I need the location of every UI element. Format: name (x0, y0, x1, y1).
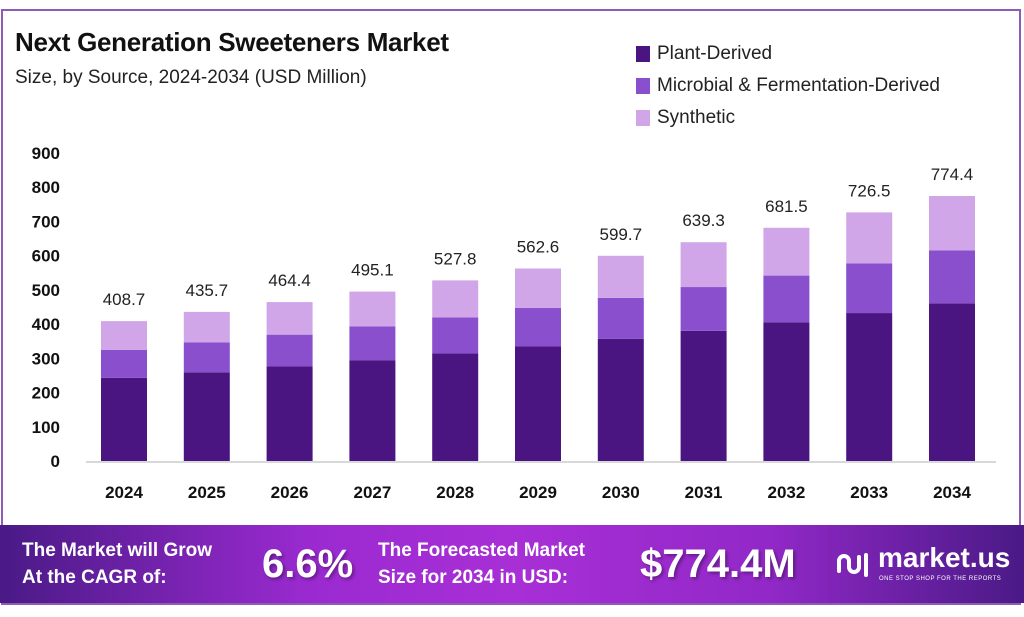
total-label: 435.7 (186, 281, 229, 300)
legend: Plant-Derived Microbial & Fermentation-D… (636, 38, 940, 134)
bar-segment (846, 313, 893, 461)
forecast-label: The Forecasted Market Size for 2034 in U… (378, 537, 585, 591)
x-tick-label: 2027 (353, 483, 391, 502)
bar-segment (183, 342, 230, 373)
bar-segment (929, 195, 975, 251)
legend-label: Microbial & Fermentation-Derived (657, 75, 940, 96)
total-label: 681.5 (765, 197, 808, 216)
bar-segment (846, 212, 893, 264)
total-label: 408.7 (103, 290, 146, 309)
legend-item-microbial: Microbial & Fermentation-Derived (636, 70, 940, 102)
chart-frame (1, 9, 1021, 605)
bar-segment (101, 321, 147, 350)
cagr-label-line: At the CAGR of: (22, 567, 167, 588)
bar-segment (101, 349, 147, 378)
bar-segment (432, 353, 479, 461)
bar-segment (680, 242, 727, 288)
bar-segment (597, 255, 644, 298)
total-label: 495.1 (351, 261, 394, 280)
bar-segment (763, 322, 810, 461)
logo-tagline: ONE STOP SHOP FOR THE REPORTS (879, 576, 1002, 582)
bar-segment (266, 302, 313, 335)
legend-item-synthetic: Synthetic (636, 102, 940, 134)
logo-name: market.us (878, 542, 1011, 573)
bar-segment (515, 346, 561, 461)
bar-segment (349, 291, 396, 327)
legend-label: Synthetic (657, 107, 736, 128)
bar-segment (515, 268, 561, 308)
total-label: 527.8 (434, 249, 477, 268)
bar-segment (929, 250, 975, 304)
total-label: 774.4 (931, 165, 974, 184)
x-tick-label: 2029 (519, 483, 557, 502)
cagr-value: 6.6% (262, 542, 354, 586)
x-tick-label: 2034 (933, 483, 971, 502)
y-tick-label: 400 (32, 315, 60, 334)
chart-subtitle: Size, by Source, 2024-2034 (USD Million) (15, 67, 367, 88)
x-tick-label: 2024 (105, 483, 143, 502)
total-label: 562.6 (517, 237, 560, 256)
bar-chart: 0 100 200 300 400 500 600 700 800 900 408.7 2024 435… (32, 144, 996, 502)
bar-segment (680, 287, 727, 331)
y-tick-label: 300 (32, 349, 60, 368)
bar-segment (101, 377, 147, 461)
x-tick-label: 2026 (271, 483, 309, 502)
legend-label: Plant-Derived (657, 43, 773, 64)
x-tick-label: 2031 (685, 483, 723, 502)
y-tick-label: 0 (51, 452, 60, 471)
bar-segment (266, 334, 313, 367)
legend-swatch (636, 110, 650, 126)
forecast-value: $774.4M (640, 542, 796, 586)
legend-item-plant: Plant-Derived (636, 38, 940, 70)
y-tick-label: 800 (32, 178, 60, 197)
bar-segment (349, 326, 396, 361)
y-tick-label: 900 (32, 144, 60, 163)
total-label: 599.7 (600, 225, 643, 244)
total-label: 726.5 (848, 181, 891, 200)
y-tick-label: 500 (32, 281, 60, 300)
y-tick-label: 700 (32, 212, 60, 231)
x-tick-label: 2033 (850, 483, 888, 502)
logo-mark-icon (837, 553, 868, 577)
bar-segment (432, 317, 479, 354)
bar-segment (515, 307, 561, 347)
bar-segment (183, 372, 230, 461)
bar-segment (349, 360, 396, 461)
bar-segment (763, 227, 810, 276)
y-tick-label: 200 (32, 384, 60, 403)
bar-segment (432, 280, 479, 318)
forecast-label-line: Size for 2034 in USD: (378, 567, 569, 588)
cagr-label: The Market will Grow At the CAGR of: (22, 537, 212, 591)
cagr-label-line: The Market will Grow (22, 540, 213, 561)
bar-segment (597, 338, 644, 461)
bar-segment (597, 297, 644, 339)
bar-segment (846, 263, 893, 314)
chart-title: Next Generation Sweeteners Market (15, 27, 449, 57)
total-label: 639.3 (682, 211, 725, 230)
bar-segment (266, 366, 313, 461)
bar-segment (929, 303, 975, 461)
forecast-label-line: The Forecasted Market (378, 540, 585, 561)
x-tick-label: 2030 (602, 483, 640, 502)
legend-swatch (636, 46, 650, 62)
x-tick-label: 2032 (767, 483, 805, 502)
x-tick-label: 2025 (188, 483, 226, 502)
y-tick-label: 100 (32, 418, 60, 437)
x-tick-label: 2028 (436, 483, 474, 502)
bar-segment (183, 311, 230, 343)
total-label: 464.4 (268, 271, 311, 290)
y-tick-label: 600 (32, 247, 60, 266)
bar-segment (680, 330, 727, 461)
legend-swatch (636, 78, 650, 94)
bar-segment (763, 275, 810, 323)
summary-banner: The Market will Grow At the CAGR of: 6.6… (0, 525, 1024, 603)
